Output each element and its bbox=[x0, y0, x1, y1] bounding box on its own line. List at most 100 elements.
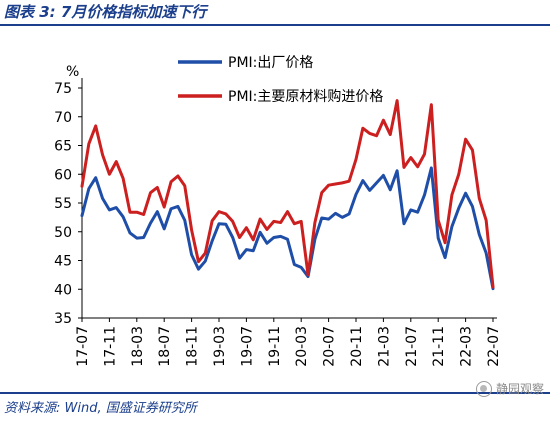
data-point bbox=[375, 182, 377, 184]
x-tick-label: 19-07 bbox=[239, 326, 255, 367]
data-point bbox=[458, 173, 460, 175]
watermark: 静园观察 bbox=[475, 380, 544, 397]
y-axis-unit-label: % bbox=[66, 64, 79, 80]
data-point bbox=[122, 216, 124, 218]
data-point bbox=[156, 210, 158, 212]
data-point bbox=[348, 213, 350, 215]
data-point bbox=[136, 211, 138, 213]
x-tick-label: 20-11 bbox=[349, 326, 365, 367]
x-tick-label: 18-07 bbox=[157, 326, 173, 367]
data-point bbox=[396, 170, 398, 172]
chart-axes: 35 40 45 50 55 60 65 70 75% 17-07 17-11 18-03 18-07 1… bbox=[54, 64, 502, 367]
data-point bbox=[273, 236, 275, 238]
data-point bbox=[177, 205, 179, 207]
data-point bbox=[129, 232, 131, 234]
x-tick-label: 19-11 bbox=[267, 326, 283, 367]
data-point bbox=[444, 241, 446, 243]
data-point bbox=[478, 233, 480, 235]
y-tick-label: 40 bbox=[54, 282, 72, 298]
series-line-output-price bbox=[80, 166, 495, 291]
data-point bbox=[218, 223, 220, 225]
data-point bbox=[101, 197, 103, 199]
data-point bbox=[293, 263, 295, 265]
data-point bbox=[355, 193, 357, 195]
y-tick-label: 55 bbox=[54, 196, 72, 212]
data-point bbox=[115, 160, 117, 162]
x-tick-label: 20-03 bbox=[294, 326, 310, 367]
data-point bbox=[197, 260, 199, 262]
data-point bbox=[362, 127, 364, 129]
chart-title: 图表 3: 7月价格指标加速下行 bbox=[4, 3, 207, 21]
data-point bbox=[464, 192, 466, 194]
data-point bbox=[122, 177, 124, 179]
data-point bbox=[204, 252, 206, 254]
data-point bbox=[458, 207, 460, 209]
data-point bbox=[300, 266, 302, 268]
data-point bbox=[348, 180, 350, 182]
data-point bbox=[115, 206, 117, 208]
watermark-text: 静园观察 bbox=[495, 382, 544, 396]
y-tick-label: 50 bbox=[54, 225, 72, 241]
data-point bbox=[252, 239, 254, 241]
data-point bbox=[156, 186, 158, 188]
data-point bbox=[279, 221, 281, 223]
data-point bbox=[437, 237, 439, 239]
data-point bbox=[430, 167, 432, 169]
data-point bbox=[259, 231, 261, 233]
data-point bbox=[355, 158, 357, 160]
data-point bbox=[478, 197, 480, 199]
x-tick-label: 19-03 bbox=[212, 326, 228, 367]
data-point bbox=[321, 191, 323, 193]
data-point bbox=[266, 228, 268, 230]
data-point bbox=[197, 268, 199, 270]
data-point bbox=[485, 252, 487, 254]
source-divider bbox=[0, 392, 550, 394]
data-point bbox=[211, 240, 213, 242]
data-point bbox=[101, 154, 103, 156]
data-point bbox=[334, 183, 336, 185]
x-tick-label: 20-07 bbox=[322, 326, 338, 367]
data-point bbox=[416, 211, 418, 213]
data-point bbox=[423, 153, 425, 155]
data-point bbox=[81, 185, 83, 187]
data-point bbox=[293, 223, 295, 225]
data-point bbox=[204, 260, 206, 262]
data-point bbox=[279, 235, 281, 237]
data-point bbox=[218, 210, 220, 212]
data-point bbox=[95, 125, 97, 127]
data-point bbox=[245, 227, 247, 229]
data-point bbox=[177, 175, 179, 177]
data-point bbox=[81, 214, 83, 216]
data-point bbox=[108, 209, 110, 211]
data-point bbox=[369, 132, 371, 134]
y-tick-label: 45 bbox=[54, 254, 72, 270]
legend-label: PMI:主要原材料购进价格 bbox=[228, 89, 383, 105]
data-point bbox=[382, 174, 384, 176]
x-tick-label: 22-07 bbox=[486, 326, 502, 367]
series-line-input-price bbox=[80, 99, 495, 289]
watermark-logo-icon bbox=[475, 380, 492, 397]
data-point bbox=[163, 206, 165, 208]
data-point bbox=[430, 103, 432, 105]
data-point bbox=[341, 182, 343, 184]
data-point bbox=[95, 177, 97, 179]
data-point bbox=[300, 220, 302, 222]
data-point bbox=[286, 210, 288, 212]
data-point bbox=[451, 225, 453, 227]
data-point bbox=[252, 250, 254, 252]
chart-series bbox=[80, 99, 495, 291]
data-point bbox=[232, 220, 234, 222]
data-point bbox=[444, 256, 446, 258]
chart-legend: PMI:出厂价格 PMI:主要原材料购进价格 bbox=[178, 55, 383, 105]
x-tick-label: 17-11 bbox=[102, 326, 118, 367]
data-point bbox=[190, 254, 192, 256]
data-point bbox=[149, 222, 151, 224]
data-point bbox=[382, 119, 384, 121]
data-point bbox=[416, 166, 418, 168]
data-point bbox=[266, 242, 268, 244]
data-point bbox=[184, 219, 186, 221]
data-point bbox=[396, 99, 398, 101]
data-point bbox=[170, 208, 172, 210]
y-tick-label: 65 bbox=[54, 139, 72, 155]
